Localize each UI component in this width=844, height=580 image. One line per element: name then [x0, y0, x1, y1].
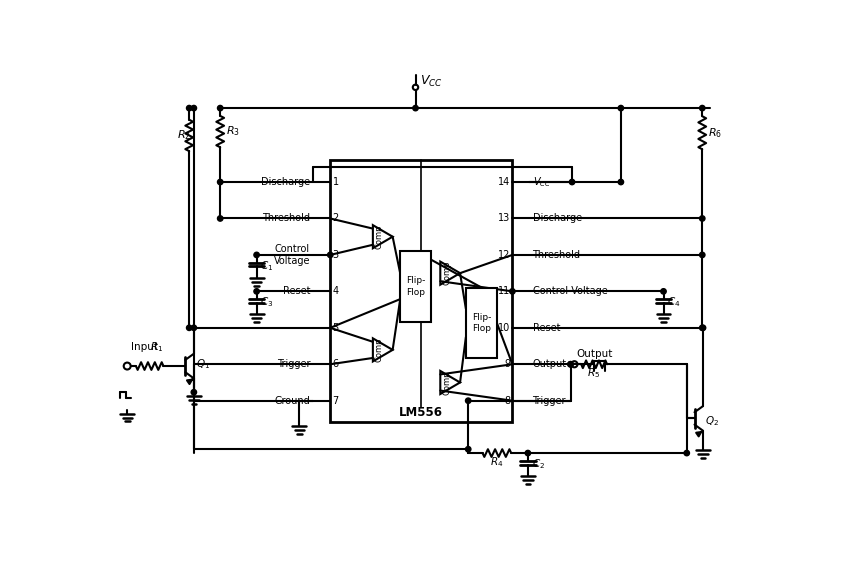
- Text: Control Voltage: Control Voltage: [533, 287, 608, 296]
- Text: 10: 10: [498, 323, 510, 333]
- Text: Input: Input: [131, 342, 158, 352]
- Circle shape: [466, 447, 471, 452]
- Circle shape: [525, 450, 531, 456]
- Text: Trigger: Trigger: [277, 359, 310, 369]
- Text: $Q_2$: $Q_2$: [706, 415, 719, 429]
- FancyBboxPatch shape: [400, 251, 431, 322]
- Text: Flip-
Flop: Flip- Flop: [472, 313, 491, 333]
- Text: Discharge: Discharge: [533, 213, 582, 223]
- Circle shape: [510, 289, 515, 294]
- Text: 1: 1: [333, 177, 338, 187]
- Text: 6: 6: [333, 359, 338, 369]
- FancyBboxPatch shape: [466, 288, 497, 358]
- Text: 5: 5: [333, 323, 338, 333]
- Circle shape: [187, 106, 192, 111]
- Text: $R_2$: $R_2$: [176, 128, 191, 142]
- Circle shape: [684, 450, 690, 456]
- Circle shape: [191, 325, 197, 331]
- Text: Reset: Reset: [283, 287, 310, 296]
- Text: $V_{CC}$: $V_{CC}$: [533, 175, 550, 189]
- Text: $C_3$: $C_3$: [261, 295, 273, 309]
- Circle shape: [700, 252, 705, 258]
- Circle shape: [254, 289, 259, 294]
- Circle shape: [568, 361, 573, 367]
- Text: Threshold: Threshold: [262, 213, 310, 223]
- Text: $C_2$: $C_2$: [532, 457, 545, 471]
- Text: 11: 11: [498, 287, 510, 296]
- Text: Control
Voltage: Control Voltage: [273, 244, 310, 266]
- Circle shape: [254, 252, 259, 258]
- Circle shape: [466, 398, 471, 404]
- Circle shape: [191, 390, 197, 395]
- Text: Discharge: Discharge: [261, 177, 310, 187]
- Text: LM556: LM556: [399, 406, 443, 419]
- Circle shape: [618, 106, 624, 111]
- Circle shape: [327, 252, 333, 258]
- Text: Comp: Comp: [442, 370, 452, 395]
- Text: $R_1$: $R_1$: [150, 340, 164, 354]
- Text: Trigger: Trigger: [533, 396, 566, 405]
- Text: 3: 3: [333, 250, 338, 260]
- Text: 14: 14: [498, 177, 510, 187]
- Text: 4: 4: [333, 287, 338, 296]
- Circle shape: [413, 106, 419, 111]
- Circle shape: [700, 325, 705, 331]
- Text: Comp: Comp: [375, 338, 384, 362]
- Circle shape: [700, 216, 705, 221]
- Circle shape: [191, 106, 197, 111]
- Circle shape: [568, 361, 573, 367]
- Text: 12: 12: [498, 250, 510, 260]
- Circle shape: [661, 289, 666, 294]
- Text: Output: Output: [533, 359, 566, 369]
- Circle shape: [701, 325, 706, 331]
- Text: $R_6$: $R_6$: [707, 126, 722, 140]
- Text: Comp: Comp: [375, 224, 384, 249]
- Circle shape: [187, 325, 192, 331]
- Text: Threshold: Threshold: [533, 250, 581, 260]
- Text: 7: 7: [333, 396, 338, 405]
- Text: $V_{CC}$: $V_{CC}$: [420, 74, 443, 89]
- Circle shape: [218, 216, 223, 221]
- Circle shape: [570, 179, 575, 184]
- Circle shape: [218, 106, 223, 111]
- FancyBboxPatch shape: [330, 161, 512, 422]
- Text: Comp: Comp: [442, 261, 452, 285]
- Text: Output: Output: [576, 349, 612, 359]
- Text: 8: 8: [504, 396, 510, 405]
- Text: $C_4$: $C_4$: [668, 295, 681, 309]
- Circle shape: [218, 179, 223, 184]
- Circle shape: [700, 106, 705, 111]
- Text: Reset: Reset: [533, 323, 560, 333]
- Text: $R_3$: $R_3$: [225, 125, 240, 139]
- Text: Flip-
Flop: Flip- Flop: [406, 277, 425, 296]
- Circle shape: [618, 179, 624, 184]
- Text: $Q_1$: $Q_1$: [196, 357, 210, 371]
- Text: $R_4$: $R_4$: [490, 455, 504, 469]
- Text: 9: 9: [504, 359, 510, 369]
- Text: 13: 13: [498, 213, 510, 223]
- Text: $R_5$: $R_5$: [587, 367, 600, 380]
- Text: 2: 2: [333, 213, 338, 223]
- Text: Ground: Ground: [274, 396, 310, 405]
- Text: $C_1$: $C_1$: [261, 259, 273, 273]
